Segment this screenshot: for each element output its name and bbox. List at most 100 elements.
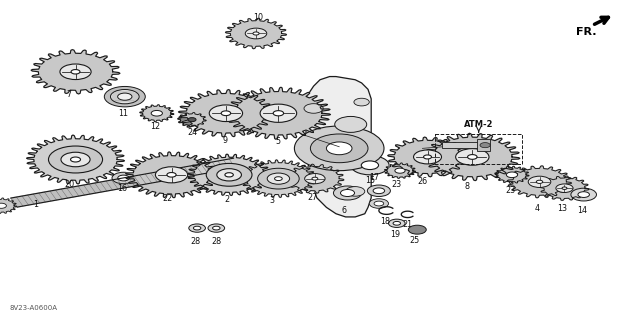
Circle shape (118, 175, 129, 181)
Circle shape (294, 126, 384, 171)
Text: 28: 28 (211, 237, 221, 246)
Circle shape (562, 187, 567, 189)
Circle shape (245, 28, 267, 39)
Circle shape (257, 168, 300, 189)
Polygon shape (388, 137, 467, 177)
Polygon shape (26, 135, 125, 184)
Text: 23: 23 (505, 186, 515, 195)
Circle shape (346, 187, 365, 196)
Circle shape (304, 104, 323, 113)
Text: 5: 5 (276, 137, 281, 146)
Circle shape (351, 156, 389, 175)
Circle shape (0, 203, 6, 208)
Text: 25: 25 (410, 236, 420, 245)
Polygon shape (385, 163, 415, 178)
Circle shape (506, 172, 518, 178)
Polygon shape (425, 133, 520, 181)
Circle shape (361, 161, 378, 170)
Text: 14: 14 (577, 206, 588, 215)
Circle shape (275, 177, 282, 181)
Text: 17: 17 (369, 173, 380, 182)
Circle shape (408, 225, 426, 234)
Circle shape (212, 226, 220, 230)
Circle shape (206, 163, 252, 186)
Circle shape (556, 184, 573, 192)
Circle shape (312, 177, 318, 180)
Circle shape (354, 98, 369, 106)
Text: 8V23-A0600A: 8V23-A0600A (10, 305, 58, 311)
Circle shape (468, 155, 477, 159)
Circle shape (333, 186, 362, 200)
Polygon shape (125, 152, 218, 198)
Text: 18: 18 (380, 217, 390, 226)
Polygon shape (495, 166, 529, 183)
Circle shape (193, 226, 201, 230)
Circle shape (480, 143, 490, 148)
Circle shape (393, 221, 401, 225)
Polygon shape (11, 158, 240, 207)
Polygon shape (508, 166, 572, 198)
Text: 15: 15 (365, 176, 375, 185)
Polygon shape (241, 160, 316, 197)
Circle shape (112, 172, 135, 184)
Text: 9: 9 (223, 136, 228, 145)
Circle shape (367, 185, 390, 197)
Circle shape (335, 116, 367, 132)
Text: 22: 22 (162, 194, 172, 203)
Text: 10: 10 (253, 13, 263, 22)
Circle shape (268, 173, 289, 184)
Polygon shape (540, 176, 589, 200)
Circle shape (111, 90, 139, 104)
Polygon shape (306, 77, 371, 217)
Text: 27: 27 (307, 193, 317, 202)
Circle shape (253, 32, 259, 35)
Bar (435, 134, 522, 164)
Circle shape (424, 155, 431, 159)
Circle shape (456, 149, 489, 165)
Circle shape (151, 110, 163, 116)
Polygon shape (225, 18, 287, 49)
Text: 13: 13 (557, 204, 567, 213)
Circle shape (209, 105, 243, 122)
Polygon shape (31, 50, 120, 94)
Circle shape (571, 188, 596, 201)
Circle shape (388, 219, 405, 227)
Text: 6: 6 (341, 206, 346, 215)
Circle shape (373, 188, 385, 194)
Polygon shape (286, 164, 344, 193)
Circle shape (156, 167, 188, 183)
Circle shape (374, 201, 384, 206)
Text: ATM-2: ATM-2 (464, 120, 493, 129)
Text: FR.: FR. (576, 27, 596, 37)
Circle shape (104, 86, 145, 107)
Polygon shape (0, 198, 17, 213)
Circle shape (208, 224, 225, 232)
Circle shape (413, 150, 442, 164)
Circle shape (528, 176, 551, 188)
Text: 7: 7 (67, 90, 72, 99)
Polygon shape (226, 87, 331, 139)
Text: 24: 24 (187, 128, 197, 137)
Circle shape (189, 224, 205, 232)
Circle shape (326, 142, 352, 155)
Text: 28: 28 (191, 237, 201, 246)
Circle shape (167, 173, 176, 177)
Circle shape (217, 169, 241, 181)
Circle shape (536, 180, 543, 183)
Circle shape (395, 168, 405, 173)
Text: 1: 1 (33, 200, 38, 209)
Circle shape (188, 118, 196, 122)
Circle shape (60, 64, 91, 79)
Polygon shape (178, 113, 206, 127)
Text: 16: 16 (117, 184, 127, 193)
Text: 2: 2 (225, 195, 230, 204)
Circle shape (118, 93, 132, 100)
Circle shape (310, 134, 368, 163)
Text: 21: 21 (403, 220, 413, 229)
Text: 19: 19 (390, 230, 401, 239)
Circle shape (221, 111, 230, 115)
Circle shape (61, 152, 90, 167)
Circle shape (273, 111, 284, 116)
Text: 4: 4 (535, 204, 540, 213)
Circle shape (369, 199, 388, 208)
